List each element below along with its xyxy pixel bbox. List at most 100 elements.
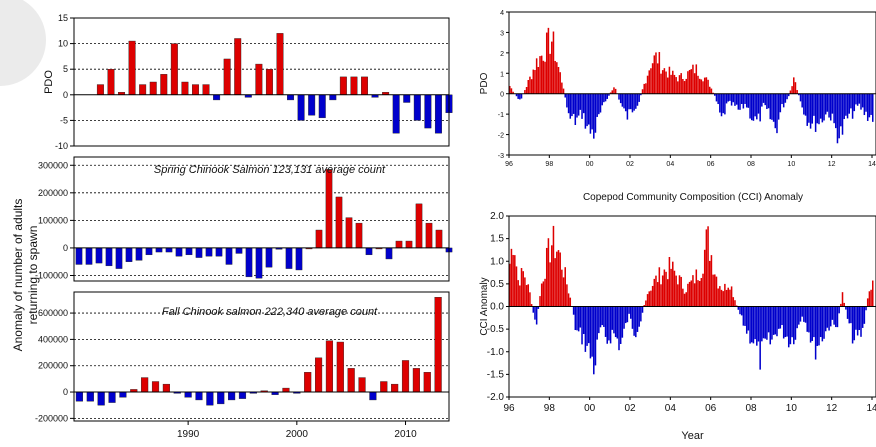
data-bar xyxy=(777,93,780,120)
data-bar xyxy=(762,306,765,339)
data-bar xyxy=(698,78,701,94)
data-bar xyxy=(515,93,518,97)
data-bar xyxy=(345,217,353,249)
data-bar xyxy=(677,81,679,94)
data-bar xyxy=(715,93,718,102)
data-bar xyxy=(707,79,709,94)
data-bar xyxy=(537,306,540,309)
data-bar xyxy=(213,94,221,101)
y-tick-label: -1.5 xyxy=(487,369,505,380)
data-bar xyxy=(833,93,835,124)
data-bar xyxy=(609,92,612,94)
data-bar xyxy=(722,291,724,307)
data-bar xyxy=(651,63,654,94)
data-bar xyxy=(703,249,706,307)
x-tick-label: 02 xyxy=(624,403,636,414)
data-bar xyxy=(401,360,410,393)
data-bar xyxy=(509,85,511,94)
data-bar xyxy=(547,27,550,94)
data-bar xyxy=(584,306,587,352)
data-bar xyxy=(761,93,763,107)
data-bar xyxy=(347,368,355,393)
x-tick-label: 06 xyxy=(705,403,717,414)
data-bar xyxy=(638,93,640,102)
data-bar xyxy=(866,93,869,121)
data-bar xyxy=(551,245,553,307)
data-bar xyxy=(532,69,535,94)
data-bar xyxy=(766,93,768,110)
data-bar xyxy=(845,93,847,116)
data-bar xyxy=(626,306,629,323)
data-bar xyxy=(848,306,851,324)
data-bar xyxy=(767,93,770,109)
data-bar xyxy=(562,88,565,94)
data-bar xyxy=(235,247,243,254)
data-bar xyxy=(688,281,691,307)
data-bar xyxy=(708,260,711,307)
y-axis-label: CCI Anomaly xyxy=(479,277,490,335)
data-bar xyxy=(816,306,819,346)
data-bar xyxy=(725,289,728,307)
data-bar xyxy=(128,40,136,95)
data-bar xyxy=(808,306,810,333)
data-bar xyxy=(759,306,761,370)
data-bar xyxy=(640,93,642,96)
y-tick-label: 400000 xyxy=(38,334,68,344)
data-bar xyxy=(358,377,366,393)
data-bar xyxy=(850,93,852,109)
data-bar xyxy=(781,306,783,326)
data-bar xyxy=(786,93,788,100)
data-bar xyxy=(819,93,822,119)
data-bar xyxy=(756,306,758,346)
data-bar xyxy=(559,252,561,307)
data-bar xyxy=(668,66,671,94)
data-bar xyxy=(814,93,817,132)
data-bar xyxy=(405,240,413,249)
spring-chinook-chart: 300000 200000 100000 0 -100000 Spring Chinook… xyxy=(35,156,453,282)
data-bar xyxy=(512,254,514,307)
data-bar xyxy=(628,306,630,314)
data-bar xyxy=(630,306,632,319)
data-bar xyxy=(715,276,718,307)
x-tick-label: 98 xyxy=(545,161,553,168)
data-bar xyxy=(584,93,587,129)
y-tick-label: -2.0 xyxy=(487,392,505,403)
y-axis-label: PDO xyxy=(43,70,55,94)
plot-frame xyxy=(73,156,450,282)
data-bar xyxy=(732,93,735,103)
data-bar xyxy=(75,247,83,265)
data-bar xyxy=(587,306,590,344)
data-bar xyxy=(556,62,558,94)
data-bar xyxy=(787,306,790,348)
data-bar xyxy=(613,306,615,334)
data-bar xyxy=(678,75,681,94)
data-bar xyxy=(335,196,343,249)
data-bar xyxy=(535,306,538,325)
data-bar xyxy=(823,306,825,339)
plot-frame xyxy=(73,291,450,422)
data-bar xyxy=(651,285,654,307)
data-bar xyxy=(640,306,642,322)
data-bar xyxy=(677,284,679,307)
data-bar xyxy=(863,306,866,324)
data-bar xyxy=(542,60,545,94)
data-bar xyxy=(843,93,845,120)
data-bar xyxy=(544,278,546,307)
data-bar xyxy=(582,93,585,114)
data-bar xyxy=(744,306,746,326)
y-tick-label: 1.5 xyxy=(490,234,504,245)
data-bar xyxy=(687,71,689,94)
data-bar xyxy=(831,93,834,114)
data-bar xyxy=(714,274,716,307)
data-bar xyxy=(784,93,787,103)
data-bar xyxy=(848,93,851,114)
data-bar xyxy=(596,306,598,340)
data-bar xyxy=(846,93,849,119)
data-bar xyxy=(781,93,783,105)
data-bar xyxy=(170,43,178,95)
data-bar xyxy=(624,306,627,324)
data-bar xyxy=(593,93,595,139)
data-bar xyxy=(223,58,231,95)
data-bar xyxy=(547,238,550,307)
x-tick-label: 2010 xyxy=(394,429,417,440)
